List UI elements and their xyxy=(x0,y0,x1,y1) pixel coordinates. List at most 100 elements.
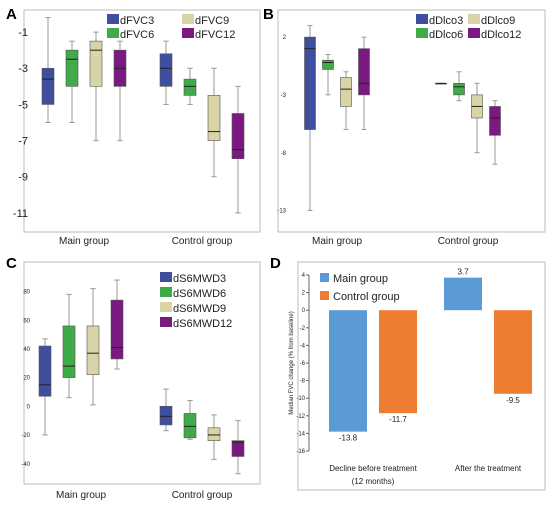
y-tick-label-b-2: -8 xyxy=(281,151,287,157)
y-tick-label-d-5: -6 xyxy=(300,361,306,367)
box-b-1-0 xyxy=(322,59,334,70)
box-b-0-0 xyxy=(304,36,316,130)
y-tick-label-c-0: 80 xyxy=(23,290,30,296)
legend-swatch-b-2 xyxy=(468,14,480,24)
legend-label-c-0: dS6MWD3 xyxy=(173,273,226,285)
bar-value-label-d-0-1: 3.7 xyxy=(457,268,469,277)
legend-label-b-3: dDlco12 xyxy=(481,29,521,41)
legend-swatch-d-1 xyxy=(320,291,329,300)
y-tick-label-d-10: -16 xyxy=(296,449,305,455)
plot-frame-c xyxy=(23,261,261,485)
bar-value-label-d-1-0: -11.7 xyxy=(389,415,407,424)
box-b-3-1 xyxy=(489,106,501,136)
legend-label-c-1: dS6MWD6 xyxy=(173,288,226,300)
box-c-1-1 xyxy=(183,413,197,439)
y-tick-label-c-1: 60 xyxy=(23,318,30,324)
y-tick-label-c-6: -40 xyxy=(21,462,30,468)
bar-d-0-0 xyxy=(329,310,367,432)
legend-swatch-b-0 xyxy=(416,14,428,24)
legend-swatch-c-3 xyxy=(160,317,172,327)
legend-label-b-1: dDlco6 xyxy=(429,29,463,41)
box-a-1-1 xyxy=(183,78,197,96)
y-tick-label-a-5: -11 xyxy=(13,208,28,220)
box-a-3-1 xyxy=(231,113,245,159)
bar-d-1-0 xyxy=(379,310,417,414)
bar-value-label-d-1-1: -9.5 xyxy=(506,396,520,405)
legend-label-a-2: dFVC9 xyxy=(195,15,229,27)
box-c-3-1 xyxy=(231,440,245,457)
box-c-2-1 xyxy=(207,427,221,442)
legend-label-a-1: dFVC6 xyxy=(120,29,154,41)
legend-label-a-3: dFVC12 xyxy=(195,29,235,41)
y-tick-label-d-0: 4 xyxy=(302,273,306,279)
legend-label-d-1: Control group xyxy=(333,291,400,303)
legend-swatch-c-0 xyxy=(160,272,172,282)
bar-value-label-d-0-0: -13.8 xyxy=(339,434,358,443)
y-axis-title-d: Median FVC change (% from baseline) xyxy=(289,311,295,414)
legend-swatch-b-3 xyxy=(468,28,480,38)
group-label-a-0: Main group xyxy=(59,236,109,247)
box-c-1-0 xyxy=(62,325,76,378)
box-c-0-0 xyxy=(38,345,52,397)
box-a-2-1 xyxy=(207,95,221,141)
y-tick-label-d-2: 0 xyxy=(302,308,306,314)
y-tick-label-d-3: -2 xyxy=(300,326,306,332)
box-b-2-0 xyxy=(340,77,352,107)
y-tick-label-a-2: -5 xyxy=(18,99,28,111)
legend-swatch-a-2 xyxy=(182,14,194,24)
box-c-3-0 xyxy=(110,299,124,360)
y-tick-label-c-4: 0 xyxy=(27,404,31,410)
y-tick-label-d-9: -14 xyxy=(296,431,305,437)
legend-label-c-2: dS6MWD9 xyxy=(173,303,226,315)
y-tick-label-b-0: 2 xyxy=(283,35,287,41)
box-a-0-0 xyxy=(41,67,55,105)
legend-label-a-0: dFVC3 xyxy=(120,15,154,27)
panel-letter-c: C xyxy=(6,255,17,272)
box-b-1-1 xyxy=(453,83,465,96)
legend-label-b-0: dDlco3 xyxy=(429,15,463,27)
legend-swatch-b-1 xyxy=(416,28,428,38)
y-tick-label-b-3: -13 xyxy=(277,209,286,215)
box-a-0-1 xyxy=(159,53,173,87)
panel-letter-a: A xyxy=(6,6,17,23)
y-tick-label-c-2: 40 xyxy=(23,347,30,353)
legend-swatch-c-1 xyxy=(160,287,172,297)
y-tick-label-d-8: -12 xyxy=(296,414,305,420)
legend-swatch-a-1 xyxy=(107,28,119,38)
y-tick-label-c-3: 20 xyxy=(23,376,30,382)
y-tick-label-d-1: 2 xyxy=(302,291,306,297)
group-label-a-1: Control group xyxy=(172,236,233,247)
plot-frame-a xyxy=(23,9,261,233)
y-tick-label-a-4: -9 xyxy=(18,172,28,184)
legend-swatch-c-2 xyxy=(160,302,172,312)
plot-frame-b xyxy=(277,9,546,233)
box-c-2-0 xyxy=(86,325,100,376)
category-label-d-1: After the treatment xyxy=(455,464,522,473)
box-a-2-0 xyxy=(89,40,103,87)
group-label-c-0: Main group xyxy=(56,490,106,501)
y-tick-label-a-1: -3 xyxy=(18,63,28,75)
category-label-d-0: Decline before treatment xyxy=(329,464,417,473)
bar-d-0-1 xyxy=(444,277,482,311)
y-tick-label-a-0: -1 xyxy=(18,27,28,39)
y-tick-label-d-7: -10 xyxy=(296,396,305,402)
legend-swatch-a-0 xyxy=(107,14,119,24)
y-tick-label-b-1: -3 xyxy=(281,93,287,99)
group-label-b-0: Main group xyxy=(312,236,362,247)
legend-label-d-0: Main group xyxy=(333,273,388,285)
y-tick-label-d-6: -8 xyxy=(300,379,306,385)
y-tick-label-d-4: -4 xyxy=(300,343,306,349)
panel-letter-d: D xyxy=(270,255,281,272)
plot-frame-d xyxy=(297,261,546,491)
legend-swatch-a-3 xyxy=(182,28,194,38)
panel-letter-b: B xyxy=(263,6,274,23)
group-label-b-1: Control group xyxy=(438,236,499,247)
box-b-3-0 xyxy=(358,48,370,96)
legend-swatch-d-0 xyxy=(320,273,329,282)
bar-d-1-1 xyxy=(494,310,532,394)
category-sublabel-d-0: (12 months) xyxy=(352,477,395,486)
group-label-c-1: Control group xyxy=(172,490,233,501)
y-tick-label-a-3: -7 xyxy=(18,135,28,147)
box-a-1-0 xyxy=(65,49,79,87)
